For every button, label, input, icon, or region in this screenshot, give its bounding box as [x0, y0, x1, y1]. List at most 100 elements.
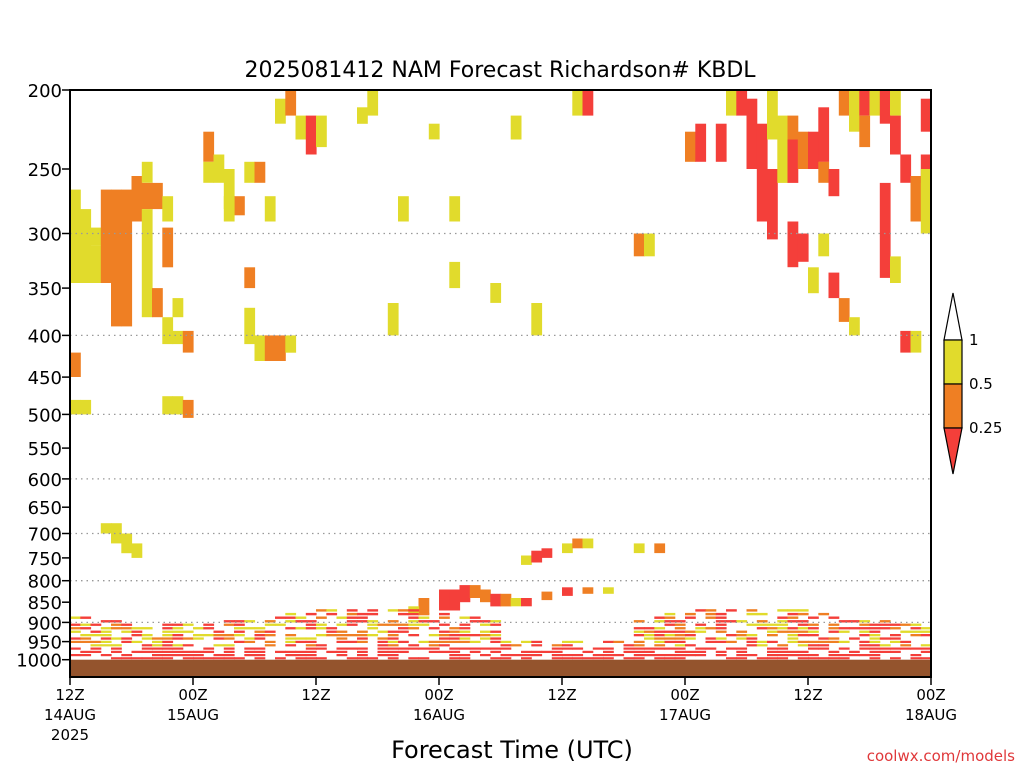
data-cell [808, 627, 819, 630]
data-cell [244, 620, 256, 623]
data-cell [777, 620, 789, 623]
data-cell [603, 647, 614, 650]
data-cell [787, 616, 799, 619]
data-cell [613, 654, 625, 657]
data-cell [316, 616, 327, 619]
data-cell [469, 650, 481, 653]
data-cell [920, 98, 932, 132]
data-cell [674, 620, 686, 623]
data-cell [377, 654, 389, 657]
data-cell [808, 657, 819, 660]
data-cell [357, 657, 368, 660]
data-cell [469, 640, 481, 643]
data-cell [767, 634, 778, 637]
data-cell [121, 627, 133, 630]
data-cell [797, 609, 809, 612]
data-cell [387, 647, 399, 650]
x-tick-label: 12Z [547, 686, 576, 704]
data-cell [70, 647, 81, 650]
data-cell [367, 627, 379, 630]
data-cell [828, 657, 840, 660]
data-cell [654, 543, 666, 554]
data-cell [613, 640, 625, 643]
data-cell [777, 115, 789, 183]
data-cell [357, 650, 368, 653]
data-cell [244, 637, 256, 640]
data-cell [490, 637, 502, 640]
data-cell [90, 647, 102, 650]
data-cell [633, 647, 645, 650]
data-cell [551, 654, 563, 657]
data-cell [182, 630, 194, 633]
data-cell [346, 609, 358, 612]
data-cell [398, 623, 409, 626]
data-cell [305, 654, 317, 657]
data-cell [869, 90, 881, 116]
data-cell [859, 115, 871, 148]
data-cell [213, 644, 225, 647]
data-cell [644, 647, 655, 650]
data-cell [305, 612, 317, 616]
data-cell [172, 630, 184, 633]
data-cell [398, 627, 409, 630]
data-cell [459, 623, 471, 626]
data-cell [90, 644, 102, 647]
data-cell [767, 90, 778, 140]
data-cell [654, 640, 666, 643]
data-cell [879, 90, 891, 124]
data-cell [295, 627, 307, 630]
data-cell [152, 644, 163, 647]
data-cell [285, 640, 297, 643]
data-cell [254, 637, 266, 640]
data-cell [182, 330, 194, 353]
data-cell [203, 634, 215, 637]
data-cell [264, 640, 276, 643]
data-cell [910, 176, 922, 222]
data-cell [674, 650, 686, 653]
data-cell [654, 620, 666, 623]
surface-fill [70, 659, 931, 677]
data-cell [141, 644, 153, 647]
data-cell [736, 90, 748, 116]
x-tick-label: 12Z [301, 686, 330, 704]
data-cell [295, 115, 307, 140]
data-cell [295, 640, 307, 643]
data-cell [449, 657, 461, 660]
data-cell [182, 637, 194, 640]
data-cell [418, 657, 430, 660]
data-cell [295, 620, 307, 623]
data-cell [285, 627, 297, 630]
data-cell [439, 616, 450, 619]
data-cell [900, 644, 912, 647]
data-cell [920, 634, 932, 637]
data-cell [562, 587, 573, 596]
data-cell [90, 640, 102, 643]
data-cell [859, 90, 871, 116]
y-tick-label: 900 [28, 613, 62, 634]
data-cell [316, 647, 327, 650]
data-cell [387, 640, 399, 643]
data-cell [152, 637, 163, 640]
data-cell [920, 630, 932, 633]
data-cell [111, 627, 122, 630]
data-cell [736, 650, 748, 653]
data-cell [152, 647, 163, 650]
data-cell [70, 654, 81, 657]
data-cell [408, 623, 420, 626]
data-cell [449, 627, 461, 630]
data-cell [910, 627, 922, 630]
data-cell [828, 616, 840, 619]
data-cell [182, 657, 194, 660]
data-cell [787, 630, 799, 633]
data-cell [828, 627, 840, 630]
data-cell [131, 543, 143, 558]
data-cell [449, 647, 461, 650]
data-cell [182, 644, 194, 647]
data-cell [674, 623, 686, 626]
data-cell [121, 189, 133, 327]
data-cell [162, 623, 174, 626]
data-cell [336, 623, 348, 626]
data-cell [746, 637, 758, 640]
data-cell [80, 650, 92, 653]
